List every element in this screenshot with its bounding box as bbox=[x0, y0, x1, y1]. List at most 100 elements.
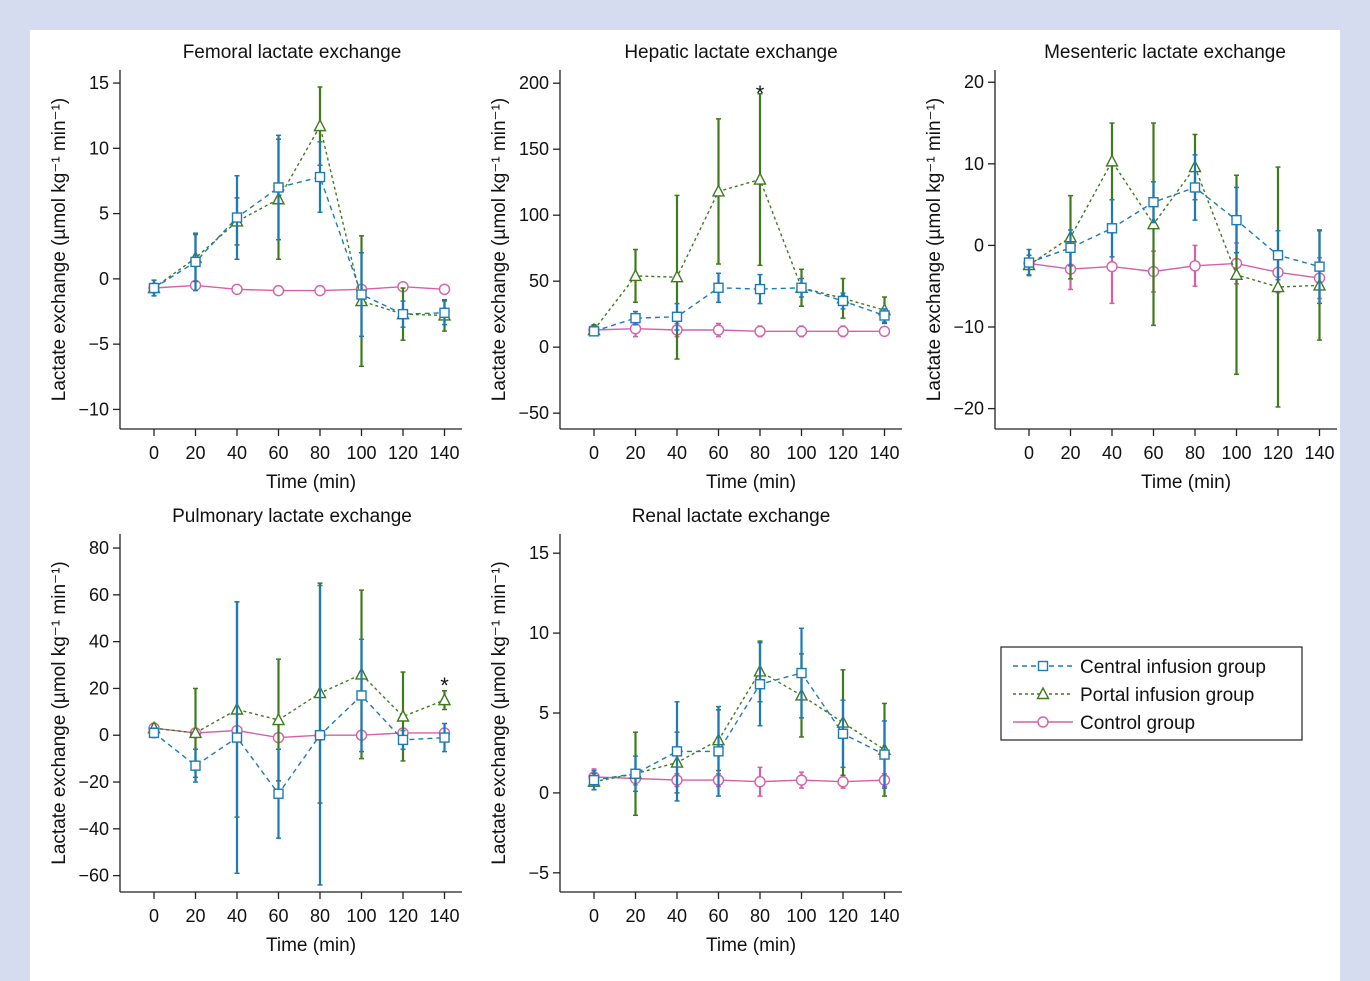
data-point bbox=[754, 679, 766, 690]
x-tick-label: 100 bbox=[346, 906, 376, 926]
legend-label: Central infusion group bbox=[1080, 657, 1266, 678]
data-point bbox=[837, 325, 849, 338]
series-line bbox=[153, 694, 445, 795]
data-point bbox=[754, 776, 766, 788]
x-tick-label: 80 bbox=[750, 443, 770, 463]
data-point bbox=[796, 282, 807, 293]
data-point bbox=[439, 307, 450, 319]
data-point bbox=[670, 269, 684, 283]
y-tick-label: 0 bbox=[99, 725, 109, 745]
data-point bbox=[878, 325, 891, 338]
significance-asterisk: * bbox=[756, 81, 765, 106]
x-tick-label: 80 bbox=[750, 906, 770, 926]
y-tick-label: 60 bbox=[89, 585, 109, 605]
series-triangle bbox=[1022, 122, 1327, 408]
data-point bbox=[588, 326, 600, 337]
x-axis-label: Time (min) bbox=[266, 472, 356, 493]
data-point bbox=[837, 295, 849, 307]
x-tick-label: 140 bbox=[429, 443, 459, 463]
data-point bbox=[1106, 260, 1118, 273]
series-line bbox=[593, 178, 885, 331]
panel-title: Mesenteric lactate exchange bbox=[1044, 42, 1286, 63]
x-tick-label: 0 bbox=[149, 906, 159, 926]
data-point bbox=[273, 182, 284, 193]
y-tick-label: −10 bbox=[953, 317, 984, 337]
x-tick-label: 60 bbox=[268, 906, 288, 926]
x-tick-label: 120 bbox=[1263, 443, 1293, 463]
legend-label: Control group bbox=[1080, 713, 1195, 734]
y-tick-label: 200 bbox=[519, 73, 549, 93]
series-square bbox=[588, 627, 890, 802]
x-tick-label: 120 bbox=[828, 906, 858, 926]
data-point bbox=[795, 325, 808, 338]
series-line bbox=[153, 124, 445, 317]
x-tick-label: 100 bbox=[786, 906, 816, 926]
y-tick-label: 10 bbox=[964, 154, 984, 174]
data-point bbox=[190, 760, 201, 771]
y-tick-label: −5 bbox=[528, 863, 549, 883]
data-point bbox=[188, 725, 203, 739]
legend-entry: Control group bbox=[1013, 713, 1195, 734]
y-tick-label: 40 bbox=[89, 632, 109, 652]
data-point bbox=[397, 734, 409, 746]
series-line bbox=[593, 287, 885, 332]
x-tick-label: 20 bbox=[185, 443, 205, 463]
x-tick-label: 100 bbox=[346, 443, 376, 463]
data-point bbox=[148, 727, 160, 739]
y-tick-label: 20 bbox=[89, 678, 109, 698]
data-point bbox=[1314, 261, 1325, 272]
panel-title: Pulmonary lactate exchange bbox=[172, 506, 412, 527]
series-line bbox=[593, 672, 885, 781]
series-line bbox=[153, 284, 445, 292]
data-point bbox=[1189, 260, 1201, 272]
data-point bbox=[671, 746, 683, 757]
legend: Central infusion group Portal infusion gr… bbox=[1000, 646, 1303, 741]
legend-label: Portal infusion group bbox=[1080, 685, 1254, 706]
x-tick-label: 140 bbox=[1304, 443, 1334, 463]
y-tick-label: 15 bbox=[529, 543, 549, 563]
series-triangle bbox=[147, 86, 452, 368]
y-axis-label: Lactate exchange (µmol kg⁻¹ min⁻¹) bbox=[489, 98, 510, 401]
panel-title: Renal lactate exchange bbox=[632, 506, 831, 527]
x-tick-label: 140 bbox=[429, 906, 459, 926]
x-tick-label: 120 bbox=[828, 443, 858, 463]
data-point bbox=[630, 768, 641, 779]
panel-title: Hepatic lactate exchange bbox=[624, 42, 837, 63]
data-point bbox=[356, 289, 367, 300]
x-tick-label: 80 bbox=[310, 906, 330, 926]
data-point bbox=[796, 667, 807, 679]
y-axis-label: Lactate exchange (µmol kg⁻¹ min⁻¹) bbox=[924, 98, 945, 401]
y-tick-label: 0 bbox=[539, 783, 549, 803]
data-point bbox=[231, 732, 243, 743]
y-tick-label: 5 bbox=[539, 703, 549, 723]
y-tick-label: 10 bbox=[89, 138, 109, 158]
data-point bbox=[713, 282, 724, 293]
chart-panel: Renal lactate exchange −5 0 5 10 15 0 20 40 60 80 1… bbox=[489, 506, 902, 956]
x-tick-label: 140 bbox=[869, 443, 899, 463]
data-point bbox=[1231, 214, 1242, 226]
series-line bbox=[593, 670, 885, 783]
y-tick-label: 50 bbox=[529, 271, 549, 291]
x-axis-label: Time (min) bbox=[706, 935, 796, 956]
y-tick-label: 20 bbox=[964, 72, 984, 92]
y-tick-label: 0 bbox=[99, 269, 109, 289]
x-tick-label: 80 bbox=[1185, 443, 1205, 463]
data-point bbox=[837, 728, 849, 739]
series-square bbox=[148, 584, 450, 886]
data-point bbox=[1105, 153, 1119, 167]
data-point bbox=[231, 212, 243, 223]
data-point bbox=[231, 283, 243, 296]
x-tick-label: 60 bbox=[708, 443, 728, 463]
y-tick-label: 80 bbox=[89, 538, 109, 558]
x-tick-label: 20 bbox=[185, 906, 205, 926]
data-point bbox=[712, 324, 725, 336]
y-axis-label: Lactate exchange (µmol kg⁻¹ min⁻¹) bbox=[489, 561, 510, 864]
data-point bbox=[314, 284, 326, 297]
data-point bbox=[753, 172, 767, 185]
series-line bbox=[153, 673, 445, 734]
y-tick-label: −10 bbox=[78, 399, 109, 419]
significance-asterisk: * bbox=[440, 673, 449, 698]
chart-panel: Hepatic lactate exchange −50 0 50 100 150 200 0… bbox=[489, 42, 902, 493]
x-tick-label: 120 bbox=[388, 443, 418, 463]
data-point bbox=[397, 308, 409, 320]
